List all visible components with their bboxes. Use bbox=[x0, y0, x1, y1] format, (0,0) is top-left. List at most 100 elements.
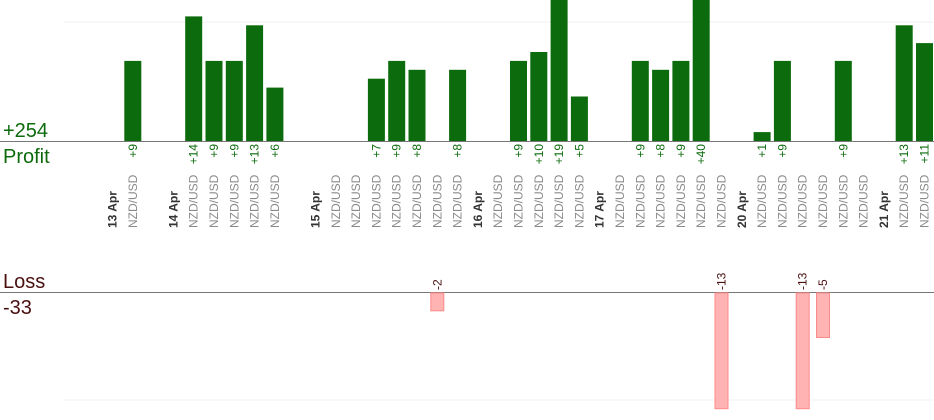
symbol-label: NZD/USD bbox=[816, 174, 830, 228]
profit-bar bbox=[205, 60, 223, 141]
symbol-label: NZD/USD bbox=[552, 174, 566, 228]
profit-value-label: +13 bbox=[248, 144, 262, 165]
profit-bar bbox=[652, 69, 670, 141]
profit-bar bbox=[510, 60, 527, 141]
profit-value-label: +9 bbox=[227, 144, 241, 158]
symbol-label: NZD/USD bbox=[268, 174, 282, 228]
profit-bar bbox=[246, 25, 264, 141]
symbol-label: NZD/USD bbox=[857, 174, 871, 228]
symbol-label: NZD/USD bbox=[918, 174, 932, 228]
symbol-label: NZD/USD bbox=[451, 174, 465, 228]
symbol-label: NZD/USD bbox=[633, 174, 647, 228]
loss-bar bbox=[795, 292, 810, 410]
symbol-label: NZD/USD bbox=[715, 174, 729, 228]
profit-value-label: +9 bbox=[390, 144, 404, 158]
profit-bar bbox=[570, 96, 588, 141]
date-label: 13 Apr bbox=[106, 191, 120, 228]
symbol-label: NZD/USD bbox=[187, 174, 201, 228]
loss-bar bbox=[430, 292, 445, 312]
profit-bar bbox=[672, 60, 690, 141]
symbol-label: NZD/USD bbox=[329, 174, 343, 228]
profit-value-label: +5 bbox=[572, 144, 586, 158]
chart-marks: 13 Apr 14 Apr 15 Apr 16 Apr 17 Apr 20 Apr 21 A… bbox=[106, 0, 933, 410]
symbol-label: NZD/USD bbox=[369, 174, 383, 228]
profit-label: Profit bbox=[3, 146, 50, 168]
date-label: 21 Apr bbox=[877, 191, 891, 228]
profit-value-label: +6 bbox=[268, 144, 282, 158]
profit-bar bbox=[530, 52, 548, 141]
loss-bar bbox=[816, 292, 830, 338]
profit-value-label: +19 bbox=[552, 144, 566, 165]
profit-value-label: +7 bbox=[369, 144, 383, 158]
loss-bar bbox=[714, 292, 729, 410]
profit-value-label: +9 bbox=[512, 144, 526, 158]
loss-value-label: -13 bbox=[796, 272, 810, 290]
profit-bar bbox=[449, 69, 467, 141]
profit-bar bbox=[388, 60, 406, 141]
symbol-label: NZD/USD bbox=[512, 174, 526, 228]
symbol-label: NZD/USD bbox=[674, 174, 688, 228]
profit-bar bbox=[631, 60, 649, 141]
profit-bar bbox=[408, 69, 426, 141]
profit-value-label: +9 bbox=[207, 144, 221, 158]
profit-bar bbox=[692, 0, 710, 141]
profit-value-label: +8 bbox=[654, 144, 668, 158]
symbol-label: NZD/USD bbox=[390, 174, 404, 228]
symbol-label: NZD/USD bbox=[654, 174, 668, 228]
loss-value-label: -5 bbox=[816, 279, 830, 290]
symbol-label: NZD/USD bbox=[694, 174, 708, 228]
profit-value-label: +9 bbox=[674, 144, 688, 158]
profit-bar bbox=[895, 25, 913, 141]
profit-value-label: +8 bbox=[451, 144, 465, 158]
profit-bar bbox=[266, 87, 284, 141]
profit-bar bbox=[916, 43, 933, 141]
profit-bar bbox=[773, 60, 791, 141]
profit-bar bbox=[124, 60, 142, 141]
profit-bar bbox=[225, 60, 243, 141]
symbol-label: NZD/USD bbox=[430, 174, 444, 228]
loss-label: Loss bbox=[3, 271, 45, 293]
loss-total: -33 bbox=[3, 297, 32, 319]
symbol-label: NZD/USD bbox=[491, 174, 505, 228]
profit-bar bbox=[367, 78, 385, 141]
symbol-label: NZD/USD bbox=[775, 174, 789, 228]
symbol-label: NZD/USD bbox=[613, 174, 627, 228]
symbol-label: NZD/USD bbox=[755, 174, 769, 228]
profit-total: +254 bbox=[3, 120, 48, 142]
date-label: 17 Apr bbox=[593, 191, 607, 228]
symbol-label: NZD/USD bbox=[836, 174, 850, 228]
profit-value-label: +40 bbox=[694, 144, 708, 165]
loss-value-label: -13 bbox=[715, 272, 729, 290]
profit-value-label: +11 bbox=[918, 144, 932, 164]
symbol-label: NZD/USD bbox=[248, 174, 262, 228]
date-label: 16 Apr bbox=[471, 191, 485, 228]
symbol-label: NZD/USD bbox=[897, 174, 911, 228]
date-label: 15 Apr bbox=[309, 191, 323, 228]
symbol-label: NZD/USD bbox=[410, 174, 424, 228]
profit-bar bbox=[550, 0, 568, 141]
symbol-label: NZD/USD bbox=[207, 174, 221, 228]
symbol-label: NZD/USD bbox=[572, 174, 586, 228]
profit-value-label: +10 bbox=[532, 144, 546, 165]
profit-value-label: +9 bbox=[836, 144, 850, 158]
profit-bar bbox=[185, 16, 203, 141]
profit-bar bbox=[834, 60, 852, 141]
profit-value-label: +9 bbox=[126, 144, 140, 158]
symbol-label: NZD/USD bbox=[227, 174, 241, 228]
profit-value-label: +1 bbox=[755, 144, 769, 158]
profit-value-label: +8 bbox=[410, 144, 424, 158]
profit-value-label: +9 bbox=[633, 144, 647, 158]
symbol-label: NZD/USD bbox=[796, 174, 810, 228]
profit-bar bbox=[753, 132, 771, 141]
symbol-label: NZD/USD bbox=[126, 174, 140, 228]
symbol-label: NZD/USD bbox=[532, 174, 546, 228]
loss-value-label: -2 bbox=[430, 279, 444, 290]
symbol-label: NZD/USD bbox=[349, 174, 363, 228]
date-label: 14 Apr bbox=[166, 191, 180, 228]
profit-value-label: +14 bbox=[187, 144, 201, 165]
profit-value-label: +9 bbox=[775, 144, 789, 158]
profit-value-label: +13 bbox=[897, 144, 911, 165]
date-label: 20 Apr bbox=[735, 191, 749, 228]
